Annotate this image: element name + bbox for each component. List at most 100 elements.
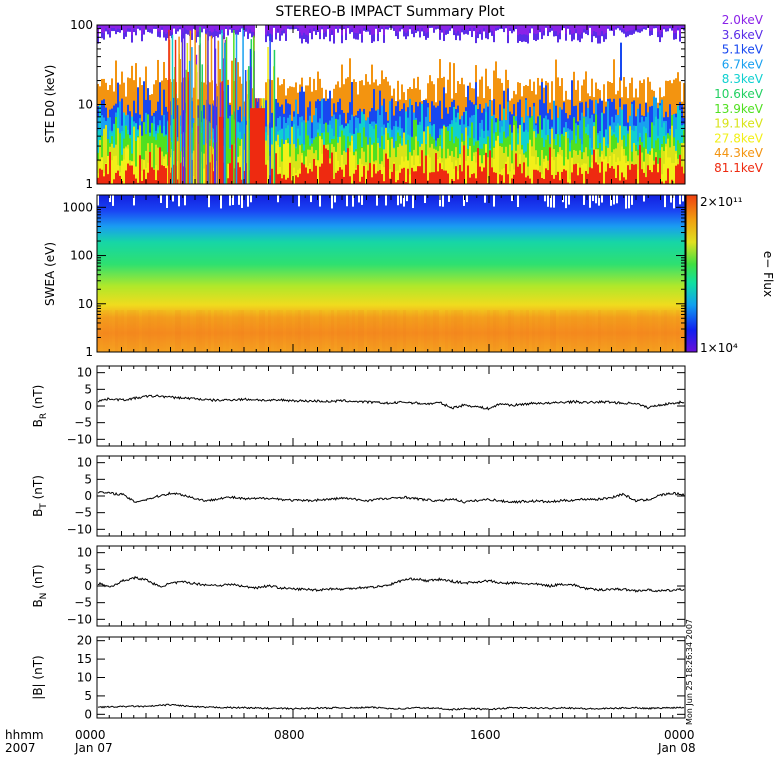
swea-texture-strip bbox=[256, 310, 259, 352]
x-label-jan08: Jan 08 bbox=[657, 741, 696, 755]
ste-bar bbox=[411, 25, 413, 30]
ste-bar bbox=[639, 145, 641, 184]
ste-bar bbox=[121, 160, 123, 184]
ste-bar bbox=[269, 25, 271, 34]
ste-bar bbox=[513, 125, 515, 184]
swea-gap bbox=[229, 195, 231, 206]
ste-bar bbox=[381, 25, 383, 27]
ste-bar bbox=[229, 163, 231, 184]
ste-bar bbox=[561, 156, 563, 184]
ste-bar bbox=[99, 25, 101, 27]
swea-texture-strip bbox=[631, 310, 634, 352]
ste-bar bbox=[559, 180, 561, 184]
swea-texture-strip bbox=[601, 310, 604, 352]
swea-texture-strip bbox=[541, 310, 544, 352]
swea-texture-strip bbox=[199, 310, 202, 352]
ste-bar bbox=[493, 159, 495, 184]
ste-bar bbox=[223, 162, 225, 184]
ste-bar bbox=[525, 157, 527, 184]
ste-bar bbox=[135, 166, 137, 184]
swea-texture-strip bbox=[205, 310, 208, 352]
ste-bar bbox=[149, 25, 151, 29]
field-trace bbox=[97, 575, 685, 593]
swea-gap bbox=[238, 195, 240, 205]
ste-bar bbox=[461, 25, 463, 29]
ste-spectra bbox=[97, 25, 685, 185]
ste-bar bbox=[457, 179, 459, 184]
ste-bar bbox=[457, 25, 459, 31]
swea-texture-strip bbox=[496, 310, 499, 352]
ste-spike bbox=[168, 29, 170, 185]
ste-bar bbox=[289, 162, 291, 184]
ste-bar bbox=[523, 25, 525, 35]
ste-bar bbox=[473, 156, 475, 184]
ste-bar bbox=[291, 25, 293, 27]
swea-texture-strip bbox=[592, 310, 595, 352]
ste-bar bbox=[429, 25, 431, 28]
ste-bar bbox=[435, 25, 437, 28]
ste-bar bbox=[557, 25, 559, 35]
swea-texture-strip bbox=[358, 310, 361, 352]
ste-burst bbox=[168, 25, 622, 185]
ste-bar bbox=[425, 25, 427, 34]
ste-bar bbox=[579, 25, 581, 35]
ste-bar bbox=[489, 100, 491, 184]
colorbar-min-label: 1×10⁴ bbox=[700, 341, 738, 355]
ste-bar bbox=[157, 25, 159, 32]
ste-bar bbox=[399, 25, 401, 29]
ste-bar bbox=[565, 156, 567, 184]
ste-bar bbox=[423, 173, 425, 184]
swea-texture-strip bbox=[454, 310, 457, 352]
swea-gap bbox=[250, 195, 252, 203]
swea-gap bbox=[133, 195, 135, 206]
y-tick-label: 100 bbox=[70, 249, 93, 263]
ste-bar bbox=[113, 179, 115, 184]
ste-bar bbox=[287, 177, 289, 184]
ste-bar bbox=[229, 25, 231, 30]
ste-bar bbox=[233, 25, 235, 30]
swea-gap bbox=[247, 195, 249, 207]
ste-bar bbox=[527, 166, 529, 184]
ste-bar bbox=[473, 173, 475, 184]
swea-texture-strip bbox=[658, 310, 661, 352]
swea-texture-strip bbox=[259, 310, 262, 352]
ste-bar bbox=[659, 105, 661, 184]
ste-bar bbox=[105, 164, 107, 184]
ste-bar bbox=[585, 171, 587, 184]
ste-bar bbox=[483, 25, 485, 29]
swea-gap bbox=[511, 195, 513, 202]
ste-bar bbox=[347, 25, 349, 29]
ste-bar bbox=[683, 173, 685, 184]
ste-bar bbox=[239, 25, 241, 29]
ste-bar bbox=[173, 164, 175, 184]
ste-bar bbox=[153, 25, 155, 29]
ste-bar bbox=[293, 25, 295, 27]
y-tick-label: 1 bbox=[85, 345, 93, 359]
ste-bar bbox=[469, 25, 471, 29]
swea-texture-strip bbox=[457, 310, 460, 352]
ste-spike bbox=[248, 66, 250, 184]
x-label-1600: 1600 bbox=[470, 728, 501, 742]
ste-bar bbox=[359, 25, 361, 30]
ste-bar bbox=[509, 144, 511, 184]
ste-bar bbox=[295, 99, 297, 184]
ste-bar bbox=[533, 169, 535, 184]
ste-bar bbox=[345, 164, 347, 184]
swea-texture-strip bbox=[442, 310, 445, 352]
swea-gap bbox=[172, 195, 174, 202]
ste-bar bbox=[453, 180, 455, 184]
ste-bar bbox=[545, 25, 547, 28]
ste-bar bbox=[471, 122, 473, 184]
ste-bar bbox=[399, 143, 401, 184]
ste-bar bbox=[627, 165, 629, 184]
ste-bar bbox=[591, 25, 593, 35]
ste-bar bbox=[677, 25, 679, 31]
ste-spike bbox=[225, 37, 228, 184]
swea-texture-strip bbox=[547, 310, 550, 352]
swea-texture-strip bbox=[277, 310, 280, 352]
swea-texture-strip bbox=[112, 310, 115, 352]
ste-bar bbox=[351, 25, 353, 29]
x-axis-labels: hhmm 2007 0000 Jan 07 0800 1600 0000 Jan… bbox=[5, 728, 696, 755]
ste-bar bbox=[209, 25, 211, 32]
swea-texture-strip bbox=[106, 310, 109, 352]
